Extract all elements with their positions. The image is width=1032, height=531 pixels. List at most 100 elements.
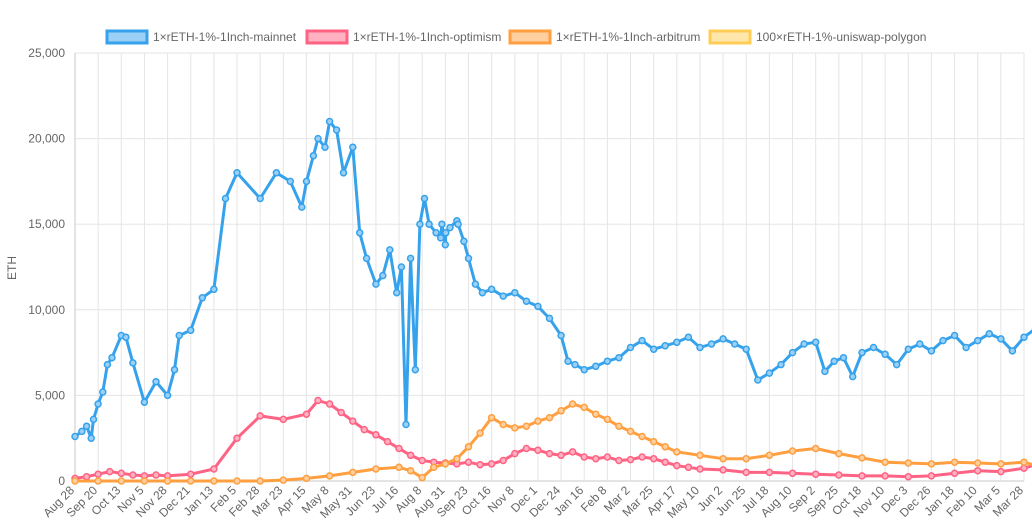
legend-swatch [105, 29, 149, 45]
data-point [950, 331, 959, 340]
y-tick-label: 0 [58, 474, 65, 488]
data-point [858, 472, 866, 480]
data-point [592, 410, 600, 418]
data-point [379, 271, 387, 280]
data-point [476, 460, 484, 469]
series-line [74, 120, 1032, 440]
data-point [661, 458, 669, 466]
data-point [788, 469, 797, 478]
data-point [339, 169, 348, 177]
data-point [395, 463, 403, 472]
y-axis-title: ETH [5, 256, 19, 280]
y-tick-label: 15,000 [28, 217, 65, 231]
series-group [71, 117, 1032, 442]
legend-item: 100×rETH-1%-uniswap-polygon [708, 29, 926, 45]
data-point [402, 420, 410, 429]
data-point [411, 365, 420, 374]
data-point [615, 422, 623, 430]
data-point [325, 400, 334, 408]
data-point [140, 477, 149, 485]
data-point [603, 453, 612, 461]
data-point [557, 331, 565, 340]
data-point [436, 234, 445, 242]
legend-label: 100×rETH-1%-uniswap-polygon [756, 30, 926, 44]
data-point [186, 326, 195, 335]
y-tick-label: 10,000 [28, 303, 65, 317]
data-point [742, 468, 750, 477]
data-point [372, 431, 380, 439]
data-point [522, 444, 531, 453]
data-point [626, 343, 635, 352]
data-point [511, 288, 519, 297]
data-point [719, 454, 727, 463]
data-point [848, 372, 857, 381]
data-point [892, 360, 901, 369]
data-point [454, 220, 462, 228]
data-point [522, 422, 531, 430]
data-point [800, 340, 808, 348]
data-point [372, 465, 380, 473]
data-point [464, 254, 473, 263]
data-point [777, 360, 785, 369]
data-point [170, 365, 179, 374]
chart-legend: 1×rETH-1%-1Inch-mainnet 1×rETH-1%-1Inch-o… [105, 29, 926, 45]
data-point [580, 403, 588, 412]
data-point [487, 285, 496, 294]
data-point [279, 415, 288, 424]
data-point [355, 229, 364, 237]
data-point [580, 365, 588, 374]
data-point [309, 151, 318, 160]
data-point [460, 237, 468, 246]
data-point [765, 369, 774, 377]
data-point [1020, 464, 1028, 472]
data-point [950, 458, 959, 466]
data-point [939, 336, 947, 345]
data-point [564, 357, 572, 365]
data-point [349, 143, 357, 151]
data-point [881, 350, 889, 359]
data-point [638, 432, 646, 441]
data-point [821, 367, 829, 376]
data-point [397, 263, 406, 271]
data-point [99, 388, 107, 396]
data-point [430, 463, 438, 472]
data-point [950, 469, 959, 478]
data-point [383, 437, 392, 446]
data-point [210, 477, 218, 485]
legend-swatch [508, 29, 552, 45]
data-point [321, 143, 329, 151]
data-point [615, 456, 623, 465]
data-point [997, 467, 1005, 476]
data-point [441, 240, 450, 249]
data-point [210, 285, 218, 294]
data-point [927, 347, 936, 355]
data-point [696, 343, 704, 352]
data-point [395, 444, 403, 453]
series-line [75, 402, 1032, 483]
data-point [742, 454, 750, 463]
data-point [684, 463, 693, 472]
data-point [386, 246, 394, 254]
data-point [233, 434, 241, 442]
data-point [406, 451, 415, 460]
data-point [811, 470, 820, 478]
data-point [406, 466, 415, 475]
data-point [82, 472, 91, 481]
data-point [478, 288, 487, 297]
data-point [858, 348, 866, 357]
data-point [973, 466, 982, 475]
data-point [904, 345, 913, 353]
data-point [835, 449, 843, 458]
data-point [487, 460, 496, 468]
data-point [603, 357, 612, 365]
data-point [811, 338, 820, 347]
data-point [580, 453, 588, 461]
data-point [163, 391, 172, 400]
data-point [661, 342, 669, 350]
data-point [349, 468, 357, 477]
data-point [464, 458, 473, 466]
data-point [904, 459, 913, 467]
data-point [649, 345, 658, 353]
data-point [673, 338, 681, 347]
